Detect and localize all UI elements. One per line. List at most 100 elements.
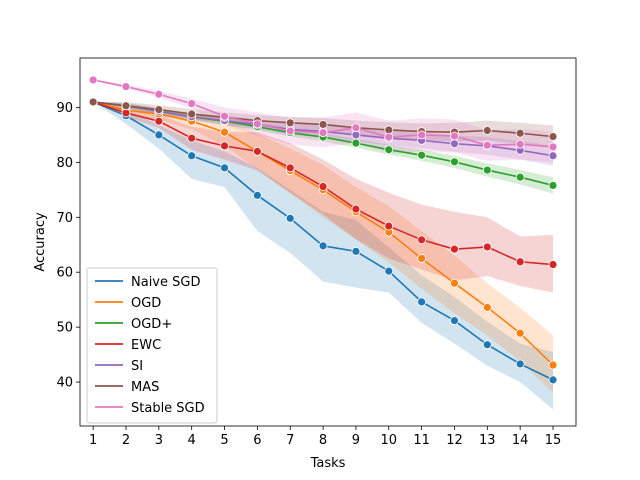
point-ogd- [548,181,558,190]
x-axis-label: Tasks [310,456,346,471]
x-tick-label: 3 [155,433,163,448]
point-stable-sgd [351,123,361,133]
x-tick-label: 13 [479,433,496,448]
point-naive-sgd [548,375,558,385]
y-tick-label: 50 [56,321,73,336]
point-ogd [515,328,525,338]
point-ewc [220,141,229,151]
x-tick-label: 11 [413,433,430,448]
point-stable-sgd [252,119,262,129]
legend-box [86,267,218,424]
point-ewc [450,244,459,254]
y-axis-label: Accuracy [33,212,48,272]
point-ogd- [351,138,361,148]
point-stable-sgd [154,89,164,99]
point-naive-sgd [417,297,427,307]
point-ogd [482,302,492,312]
series-points [88,75,558,385]
x-tick-label: 6 [253,433,261,448]
point-naive-sgd [515,359,525,369]
point-ogd [220,127,229,137]
point-ewc [285,163,295,173]
point-naive-sgd [220,163,229,173]
point-stable-sgd [187,99,197,108]
point-ewc [351,204,361,214]
point-ogd- [482,165,492,175]
point-naive-sgd [154,130,164,140]
x-tick-label: 5 [220,433,228,448]
point-ewc [252,146,262,156]
point-mas [187,109,197,119]
x-tick-label: 14 [512,433,529,448]
point-ogd [417,254,427,263]
x-axis-ticks: 1 2 3 4 5 6 7 8 9 10 11 12 13 14 15 [89,426,561,448]
x-tick-label: 12 [446,433,463,448]
point-stable-sgd [285,126,295,136]
legend: Naive SGD OGD OGD+ EWC SI MAS Stable SGD [86,267,218,424]
point-si [548,151,558,161]
y-tick-label: 60 [56,266,73,281]
band-naive-sgd [93,101,554,410]
point-ogd [450,278,459,288]
point-ewc [417,235,427,245]
y-tick-label: 90 [56,101,73,116]
y-tick-label: 40 [56,376,73,391]
point-si [450,139,459,149]
point-stable-sgd [417,130,427,140]
point-ewc [482,242,492,252]
point-mas [482,126,492,135]
y-tick-label: 70 [56,211,73,226]
point-mas [88,97,98,107]
x-tick-label: 4 [188,433,196,448]
plot-frame [79,57,577,427]
point-mas [548,132,558,141]
x-tick-label: 15 [545,433,562,448]
point-naive-sgd [450,316,459,325]
point-stable-sgd [384,132,394,142]
x-tick-label: 2 [122,433,130,448]
point-ogd [548,360,558,370]
point-stable-sgd [88,75,98,85]
point-stable-sgd [482,140,492,150]
legend-label-ogd-: OGD+ [131,317,172,332]
point-stable-sgd [515,139,525,149]
point-mas [121,101,131,111]
legend-label-ewc: EWC [131,338,161,353]
point-ogd- [515,172,525,182]
point-mas [515,128,525,138]
point-mas [154,105,164,115]
point-naive-sgd [252,190,262,200]
point-ewc [548,260,558,269]
point-naive-sgd [351,246,361,256]
x-tick-label: 8 [319,433,327,448]
point-naive-sgd [482,340,492,350]
legend-label-si: SI [131,359,143,374]
point-ogd- [417,150,427,160]
point-ewc [154,116,164,126]
x-tick-label: 10 [380,433,397,448]
point-ewc [318,182,328,191]
y-axis-ticks: 40 50 60 70 80 90 [56,101,80,391]
point-mas [318,120,328,129]
point-naive-sgd [187,151,197,161]
point-stable-sgd [318,128,328,138]
legend-label-stable-sgd: Stable SGD [131,401,205,416]
point-ewc [515,257,525,267]
point-naive-sgd [384,266,394,276]
x-tick-label: 9 [352,433,360,448]
point-stable-sgd [450,131,459,141]
point-stable-sgd [121,82,131,91]
point-mas [285,118,295,128]
point-ewc [187,133,197,143]
point-ewc [384,221,394,231]
x-tick-label: 1 [89,433,97,448]
point-naive-sgd [318,241,328,251]
point-naive-sgd [285,213,295,223]
point-stable-sgd [220,111,229,121]
legend-label-ogd: OGD [131,296,161,311]
y-tick-label: 80 [56,156,73,171]
point-ogd- [384,145,394,155]
x-tick-label: 7 [286,433,294,448]
point-stable-sgd [548,142,558,152]
